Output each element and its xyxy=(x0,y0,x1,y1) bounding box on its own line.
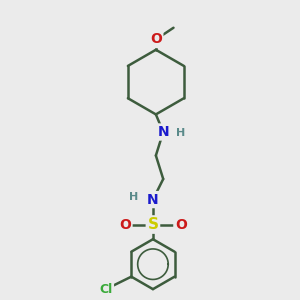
Text: H: H xyxy=(176,128,185,139)
Text: O: O xyxy=(150,32,162,46)
Text: S: S xyxy=(147,217,158,232)
Text: O: O xyxy=(119,218,131,232)
Text: H: H xyxy=(129,192,139,202)
Text: N: N xyxy=(158,125,169,139)
Text: Cl: Cl xyxy=(99,283,112,296)
Text: O: O xyxy=(175,218,187,232)
Text: N: N xyxy=(147,193,159,207)
